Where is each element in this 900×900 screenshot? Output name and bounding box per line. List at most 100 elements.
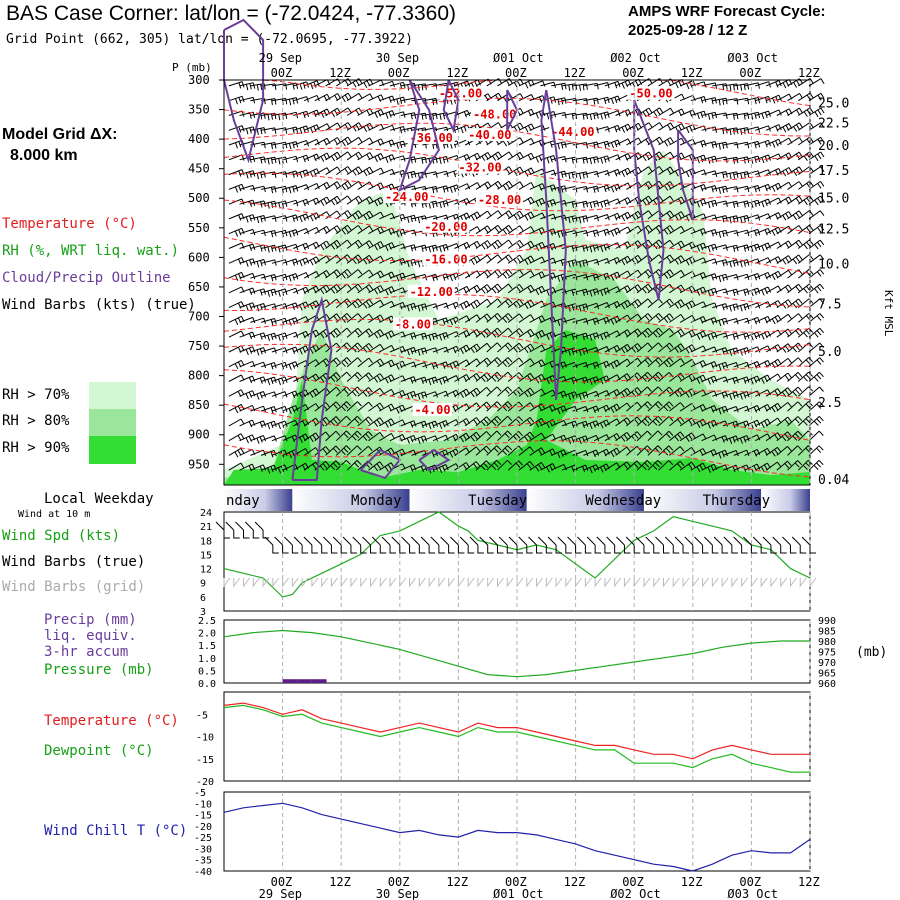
wind-barb — [389, 360, 406, 370]
wind-barb — [346, 180, 363, 190]
wind-barb — [701, 302, 718, 309]
cloud-outline — [677, 129, 694, 221]
grid-wind-barb — [604, 577, 612, 588]
wind-barb — [636, 151, 653, 162]
wind-barb — [626, 401, 642, 412]
wind-barb — [357, 284, 374, 294]
wind-barb — [593, 404, 610, 413]
surface-wind-barb — [537, 536, 553, 554]
wind-barb — [303, 124, 320, 134]
wind-barb — [475, 225, 492, 235]
wind-barb — [626, 166, 642, 177]
wind-barb — [518, 402, 535, 412]
surface-wind-barb — [664, 536, 680, 554]
wind-barb — [808, 283, 825, 294]
wind-barb — [561, 420, 578, 428]
wind-barb — [486, 386, 502, 397]
wind-barb — [669, 313, 685, 323]
wind-barb — [679, 256, 696, 266]
wind-barb — [260, 420, 277, 430]
wind-barb — [529, 447, 546, 456]
wind-barb — [797, 371, 814, 382]
bottom-time-tick: 00Z — [739, 875, 761, 889]
legend-rh70-swatch — [89, 382, 136, 409]
wind-barb — [808, 342, 824, 353]
wind-barb — [615, 461, 631, 471]
wind-barb — [475, 357, 492, 368]
wind-barb — [658, 269, 674, 279]
wind-barb — [475, 416, 491, 427]
wind-barb — [239, 302, 256, 311]
grid-wind-barb — [360, 577, 368, 588]
top-time-tick: 12Z — [329, 66, 351, 80]
wind-barb — [464, 123, 481, 133]
wind-barb — [690, 242, 707, 252]
wind-barb — [604, 242, 621, 249]
weekday-label: Tuesday — [468, 493, 527, 509]
wind-barb — [379, 80, 395, 88]
temperature-contour-label: -52.00 — [439, 87, 482, 101]
wind-barb — [636, 401, 652, 412]
grid-wind-barb — [555, 577, 563, 588]
wind-barb — [357, 225, 374, 235]
wind-barb — [755, 462, 771, 473]
wind-barb — [722, 244, 739, 252]
wind-barb — [464, 211, 481, 221]
windchill-y-tick: -15 — [194, 811, 212, 822]
wind-barb — [422, 156, 438, 165]
wind-barb — [518, 461, 535, 471]
wind-barb — [529, 461, 546, 472]
precip-y-tick: 1.0 — [198, 654, 216, 665]
wind-barb — [325, 137, 342, 146]
wind-barb — [776, 343, 793, 353]
surface-wind-barb — [703, 536, 719, 554]
wind-barb — [733, 215, 750, 224]
wind-barb — [593, 463, 610, 473]
wind-barb — [346, 224, 363, 235]
wind-barb — [701, 82, 718, 89]
wind-barb — [486, 415, 502, 427]
wind-barb — [357, 401, 373, 412]
wind-barb — [776, 123, 793, 133]
wind-barb — [765, 461, 782, 471]
grid-point-subtitle: Grid Point (662, 305) lat/lon = (-72.069… — [6, 32, 413, 47]
wind-barb — [486, 151, 503, 162]
wind-barb — [733, 303, 750, 312]
temperature-contour-label: -36.00 — [410, 131, 453, 145]
top-time-tick: 12Z — [681, 66, 703, 80]
wind-barb — [604, 227, 621, 237]
wind-barb — [658, 137, 675, 147]
pressure-y-tick: 985 — [818, 627, 836, 638]
wind-barb — [647, 136, 664, 146]
wind-barb — [733, 405, 750, 412]
grid-wind-barb — [428, 577, 436, 588]
wind-barb — [325, 386, 341, 397]
wind-barb — [314, 284, 331, 295]
grid-wind-barb — [252, 577, 260, 588]
wind-barb — [368, 373, 384, 383]
wind-barb — [357, 313, 373, 323]
wind-barb — [722, 259, 739, 268]
wind-barb — [271, 185, 288, 194]
wind-barb — [755, 242, 771, 252]
wind-barb — [400, 434, 417, 444]
wind-barb — [636, 327, 653, 338]
wind-barb — [690, 198, 707, 208]
wind-barb — [733, 185, 750, 193]
weekday-segment — [292, 489, 410, 511]
grid-wind-barb — [438, 577, 446, 588]
grid-wind-barb — [536, 577, 543, 588]
legend-precip-liq: liq. equiv. — [44, 628, 137, 644]
wind-barb — [540, 463, 557, 473]
surface-wind-barb — [391, 536, 406, 554]
wind-barb — [486, 239, 502, 250]
wind-barb — [475, 342, 491, 353]
wind-barb — [282, 405, 299, 414]
wind-barb — [658, 328, 674, 338]
wind-barb — [647, 459, 663, 471]
wind-barb — [239, 184, 256, 192]
wind-barb — [518, 446, 534, 456]
wind-barb — [636, 430, 652, 442]
pressure-tick-label: 850 — [188, 398, 210, 412]
